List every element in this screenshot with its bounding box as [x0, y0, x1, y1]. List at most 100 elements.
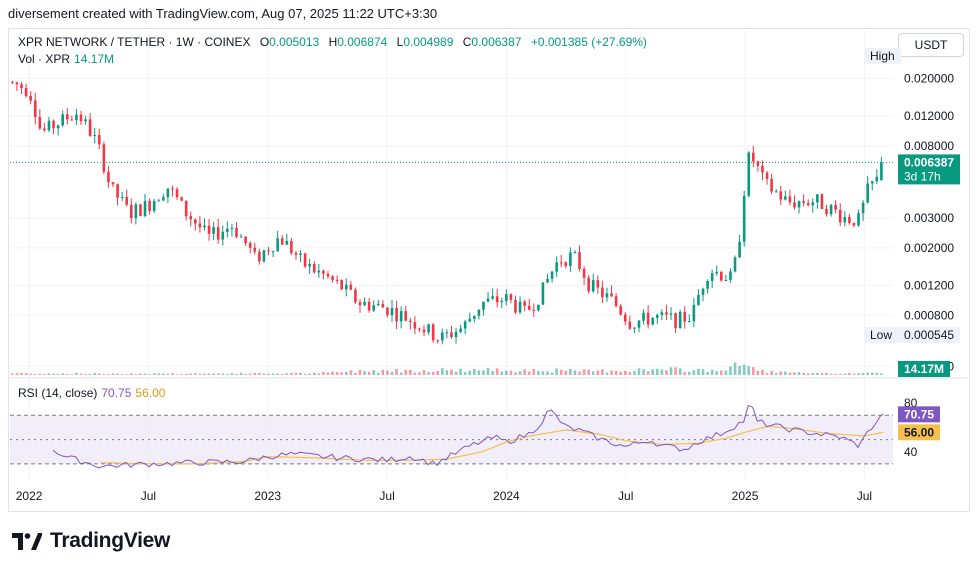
- volume-bar: [720, 370, 723, 375]
- volume-bar: [203, 373, 206, 375]
- candle-body: [125, 197, 129, 205]
- volume-bar: [578, 371, 581, 375]
- candle-body: [418, 328, 421, 330]
- rsi-line: [52, 404, 884, 469]
- candle-body: [157, 200, 161, 202]
- volume-bar: [139, 373, 142, 375]
- volume-bar: [848, 373, 851, 375]
- volume-bar: [326, 372, 330, 375]
- volume-bar: [445, 370, 449, 375]
- volume-bar: [582, 369, 586, 375]
- candle-body: [367, 301, 371, 311]
- volume-bar: [774, 373, 778, 375]
- current-price-tag: [898, 154, 960, 185]
- volume-legend[interactable]: Vol · XPR 14.17M: [18, 52, 114, 66]
- candle-body: [344, 284, 348, 290]
- candle-body: [267, 250, 270, 252]
- tradingview-logo[interactable]: TradingView: [12, 529, 170, 553]
- candle-body: [816, 194, 819, 203]
- volume-bar: [312, 372, 316, 375]
- volume-bar: [564, 370, 568, 375]
- volume-bar: [505, 370, 508, 375]
- candle-body: [820, 194, 824, 209]
- volume-bar: [674, 367, 677, 375]
- price-tick-label: 0.012000: [904, 109, 954, 123]
- volume-bar: [806, 373, 810, 375]
- volume-bar: [226, 374, 229, 375]
- candle-body: [162, 197, 165, 201]
- candle-body: [857, 213, 860, 226]
- open-value: 0.005013: [269, 35, 320, 49]
- volume-bar: [752, 367, 755, 375]
- volume-bar: [47, 373, 51, 375]
- candle-body: [335, 279, 339, 281]
- volume-bar: [79, 373, 83, 375]
- volume-bar: [838, 373, 842, 375]
- volume-bar: [459, 368, 462, 375]
- candle-body: [354, 289, 357, 303]
- candle-body: [509, 294, 513, 300]
- volume-bar: [162, 373, 165, 375]
- volume-bar: [495, 368, 499, 375]
- volume-bar: [683, 371, 687, 375]
- candle-body: [431, 324, 435, 341]
- candle-body: [756, 161, 760, 166]
- volume-bar: [130, 373, 133, 375]
- candle-body: [20, 84, 23, 89]
- rsi-value: 70.75: [904, 407, 934, 421]
- candle-body: [765, 172, 769, 179]
- candle-body: [454, 331, 458, 337]
- volume-bar: [642, 369, 645, 375]
- volume-bar: [811, 373, 815, 375]
- candle-body: [84, 119, 87, 122]
- price-tick-label: 0.020000: [904, 71, 954, 85]
- candle-body: [148, 200, 151, 211]
- rsi-band: [10, 415, 893, 464]
- volume-bar: [532, 369, 536, 375]
- price-tick-label: 0.002000: [904, 241, 954, 255]
- volume-bar: [793, 372, 796, 375]
- candle-body: [861, 202, 865, 214]
- candle-body: [482, 301, 485, 310]
- candle-body: [134, 204, 138, 219]
- rsi-value-tag: [898, 406, 940, 423]
- volume-bar: [486, 367, 490, 375]
- candle-body: [203, 225, 206, 228]
- volume-bar: [450, 369, 453, 375]
- symbol-title[interactable]: XPR NETWORK / TETHER · 1W · COINEX: [18, 35, 251, 49]
- candle-body: [468, 318, 472, 322]
- chart-frame[interactable]: [8, 28, 970, 512]
- volume-bar: [509, 370, 513, 375]
- rsi-ma-value: 56.00: [904, 425, 934, 439]
- volume-bar: [322, 371, 325, 375]
- candle-body: [852, 222, 856, 226]
- volume-bar: [518, 371, 522, 375]
- volume-bar: [194, 373, 197, 375]
- rsi-label: RSI (14, close): [18, 386, 98, 400]
- candle-body: [376, 303, 380, 306]
- volume-bar: [761, 369, 764, 375]
- currency-selector[interactable]: USDT: [898, 33, 964, 57]
- candle-body: [633, 327, 636, 329]
- candle-body: [573, 252, 577, 254]
- rsi-legend[interactable]: RSI (14, close) 70.75 56.00: [18, 386, 165, 400]
- candle-body: [230, 227, 234, 229]
- candle-body: [24, 88, 28, 97]
- currency-label: USDT: [914, 38, 948, 52]
- volume-bar: [852, 373, 856, 375]
- candle-body: [514, 299, 517, 313]
- close-label: C: [462, 35, 472, 49]
- volume-bar: [116, 373, 119, 375]
- candle-body: [171, 188, 174, 190]
- candle-body: [107, 171, 110, 183]
- candle-body: [601, 287, 604, 298]
- volume-bar: [523, 369, 526, 375]
- time-tick-label: 2022: [16, 489, 43, 503]
- candle-body: [706, 281, 709, 289]
- volume-bar: [303, 373, 307, 375]
- candle-body: [646, 312, 650, 325]
- high-tag: High: [864, 48, 901, 64]
- candle-body: [413, 322, 417, 329]
- candle-body: [875, 176, 879, 182]
